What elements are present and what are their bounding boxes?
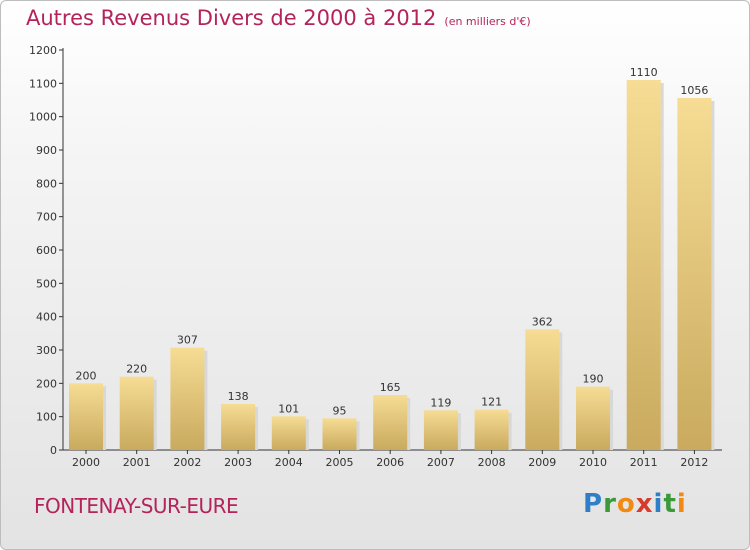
bar (525, 329, 560, 450)
bar (221, 404, 256, 450)
bar (677, 98, 712, 450)
bar-value-label: 200 (76, 369, 97, 382)
logo-letter: o (616, 489, 636, 519)
logo-letter: i (653, 489, 664, 519)
city-name: FONTENAY-SUR-EURE (34, 494, 239, 518)
bar-value-label: 95 (333, 404, 347, 417)
y-tick-label: 100 (36, 411, 57, 424)
y-tick-label: 600 (36, 244, 57, 257)
bar (69, 383, 103, 450)
x-tick-label: 2002 (173, 456, 201, 469)
logo-letter: x (635, 489, 654, 519)
bar-value-label: 190 (583, 373, 604, 386)
bar (271, 416, 306, 450)
x-tick-label: 2008 (478, 456, 506, 469)
x-tick-label: 2011 (630, 456, 658, 469)
x-tick-label: 2007 (427, 456, 455, 469)
y-tick-label: 700 (36, 211, 57, 224)
x-tick-label: 2005 (326, 456, 354, 469)
bar (170, 347, 205, 450)
x-tick-label: 2000 (72, 456, 100, 469)
y-tick-label: 900 (36, 144, 57, 157)
y-tick-label: 800 (36, 177, 57, 190)
logo-letter: t (663, 489, 677, 519)
y-tick-label: 1100 (29, 77, 57, 90)
y-tick-label: 400 (36, 311, 57, 324)
y-tick-label: 300 (36, 344, 57, 357)
bar (119, 376, 154, 450)
x-tick-label: 2012 (680, 456, 708, 469)
bar-value-label: 1056 (680, 84, 708, 97)
bar-value-label: 165 (380, 381, 401, 394)
x-tick-label: 2010 (579, 456, 607, 469)
y-tick-label: 1200 (29, 44, 57, 57)
y-tick-label: 0 (50, 444, 57, 457)
bar-value-label: 1110 (630, 66, 658, 79)
bar (373, 395, 408, 450)
bar (474, 409, 509, 450)
bar (423, 410, 458, 450)
bar (322, 418, 357, 450)
bar-value-label: 101 (278, 402, 299, 415)
y-tick-label: 200 (36, 377, 57, 390)
proxiti-logo[interactable]: Proxiti (583, 489, 687, 519)
x-tick-label: 2003 (224, 456, 252, 469)
bar-value-label: 307 (177, 334, 198, 347)
chart-title: Autres Revenus Divers de 2000 à 2012 (en … (26, 6, 531, 30)
x-tick-label: 2006 (376, 456, 404, 469)
bar-value-label: 138 (228, 390, 249, 403)
y-tick-label: 1000 (29, 111, 57, 124)
bar-value-label: 362 (532, 315, 553, 328)
chart-unit: (en milliers d'€) (444, 15, 531, 28)
x-tick-label: 2009 (528, 456, 556, 469)
logo-letter: P (583, 489, 604, 519)
x-tick-label: 2004 (275, 456, 303, 469)
x-tick-label: 2001 (123, 456, 151, 469)
bar (626, 80, 661, 450)
chart-title-text: Autres Revenus Divers de 2000 à 2012 (26, 6, 437, 30)
y-tick-label: 500 (36, 277, 57, 290)
logo-letter: i (676, 489, 687, 519)
bar-value-label: 119 (430, 396, 451, 409)
bar-value-label: 121 (481, 396, 502, 409)
bar-value-label: 220 (126, 363, 147, 376)
logo-letter: r (603, 489, 617, 519)
bar (576, 386, 610, 450)
